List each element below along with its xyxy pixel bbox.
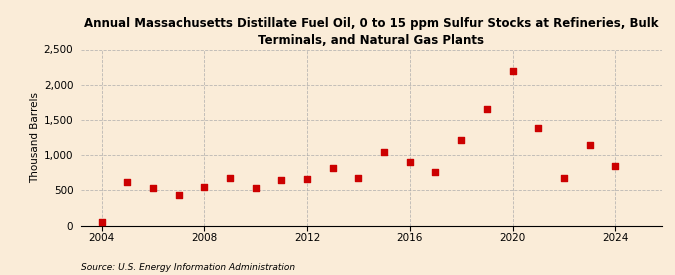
Point [379, 150, 389, 155]
Point [327, 166, 338, 171]
Point [302, 177, 313, 181]
Point [122, 180, 132, 184]
Point [225, 176, 236, 180]
Y-axis label: Thousand Barrels: Thousand Barrels [30, 92, 40, 183]
Point [456, 138, 466, 142]
Point [481, 107, 492, 112]
Point [584, 142, 595, 147]
Point [430, 170, 441, 174]
Point [276, 178, 287, 183]
Point [250, 186, 261, 190]
Point [558, 176, 569, 180]
Title: Annual Massachusetts Distillate Fuel Oil, 0 to 15 ppm Sulfur Stocks at Refinerie: Annual Massachusetts Distillate Fuel Oil… [84, 17, 659, 47]
Point [533, 126, 543, 131]
Point [96, 220, 107, 224]
Point [173, 193, 184, 197]
Point [404, 160, 415, 164]
Point [199, 185, 210, 190]
Text: Source: U.S. Energy Information Administration: Source: U.S. Energy Information Administ… [81, 263, 295, 272]
Point [353, 175, 364, 180]
Point [507, 68, 518, 73]
Point [610, 164, 621, 169]
Point [148, 186, 159, 190]
